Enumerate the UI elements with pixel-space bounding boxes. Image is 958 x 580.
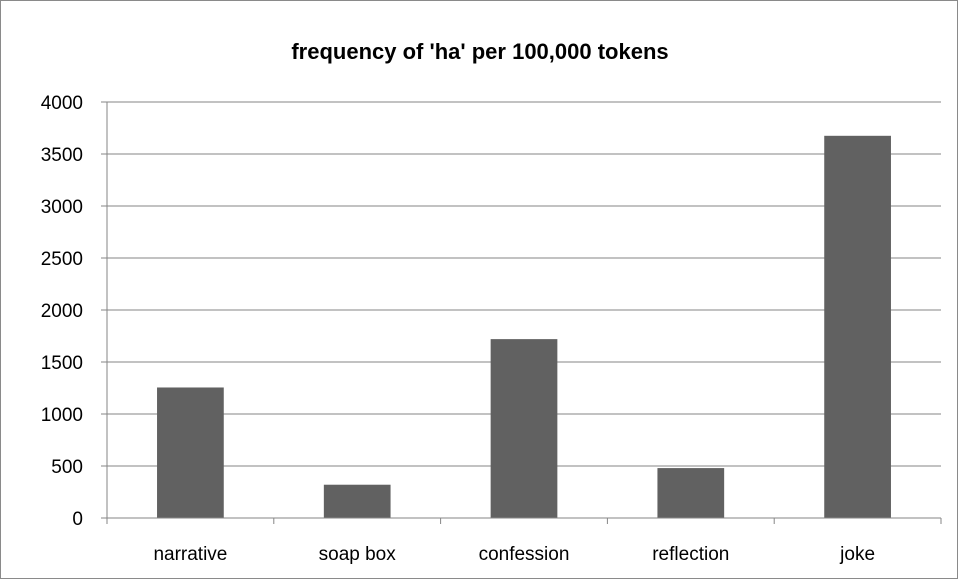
y-tick-label: 3500 (41, 145, 83, 166)
bar-reflection (657, 468, 725, 518)
bar-soap-box (323, 484, 391, 518)
x-tick-label: narrative (153, 544, 227, 565)
bar-confession (490, 339, 558, 518)
chart-title: frequency of 'ha' per 100,000 tokens (291, 39, 668, 64)
y-tick-label: 3000 (41, 197, 83, 218)
y-tick-label: 2000 (41, 301, 83, 322)
bar-narrative (157, 387, 224, 518)
y-tick-label: 1500 (41, 353, 83, 374)
y-tick-label: 500 (51, 457, 83, 478)
y-tick-label: 1000 (41, 405, 83, 426)
x-tick-label: reflection (652, 544, 729, 565)
y-tick-label: 4000 (41, 93, 83, 114)
x-tick-label: confession (479, 544, 570, 565)
axes (101, 101, 942, 524)
y-tick-label: 2500 (41, 249, 83, 270)
x-tick-labels: narrative soap box confession reflection jok… (153, 544, 875, 565)
bars (157, 135, 891, 519)
bar-joke (824, 135, 891, 519)
x-tick-label: joke (839, 544, 875, 565)
x-tick-label: soap box (319, 544, 397, 565)
y-tick-labels: 0 500 1000 1500 2000 2500 3000 3500 4000 (41, 93, 83, 530)
y-tick-label: 0 (72, 509, 83, 530)
